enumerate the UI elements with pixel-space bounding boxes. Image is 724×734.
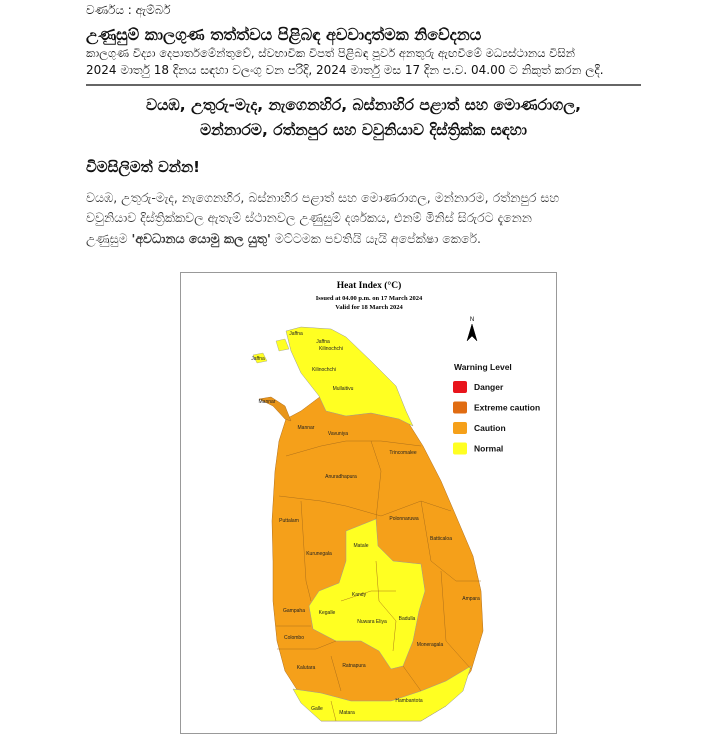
district-label: Kilinochchi <box>312 367 336 373</box>
mannar-island <box>258 396 292 422</box>
district-label: Ratnapura <box>342 663 366 669</box>
issuer-line: කාලගුණ විද්‍යා දෙපාර්තමේන්තුවේ, ස්වභාවික… <box>86 46 576 60</box>
district-labels: JaffnaJaffnaJaffnaKilinochchiKilinochchi… <box>251 331 480 716</box>
district-label: Batticaloa <box>430 536 452 542</box>
district-label: Mullaitivu <box>333 386 354 392</box>
body-line: වයඹ, උතුරු-මැද, නැගෙනහිර, බස්නාහිර පළාත්… <box>86 190 560 205</box>
islet <box>275 338 290 352</box>
district-label: Nuwara Eliya <box>357 619 387 625</box>
body-line: වවුනියාව දිස්ත්‍රික්කවල ඇතැම් ස්ථානවල උණ… <box>86 210 532 225</box>
islet <box>252 352 268 364</box>
region-heading-line2: මන්නාරම, රත්නපුර සහ වවුනියාව දිස්ත්‍රික්… <box>200 121 527 139</box>
heat-index-map: Heat Index (°C) Issued at 04.00 p.m. on … <box>180 272 557 734</box>
district-label: Hambantota <box>395 698 422 704</box>
district-label: Kilinochchi <box>319 346 343 352</box>
alert-heading: විමසිලිමත් වන්න! <box>86 158 200 176</box>
body-text: මට්ටමක පවතියි යැයි අපේක්ෂා කෙරේ. <box>270 231 481 246</box>
district-label: Kalutara <box>297 665 316 671</box>
map-issued: Issued at 04.00 p.m. on 17 March 2024 <box>316 295 423 302</box>
district-label: Jaffna <box>316 339 330 345</box>
district-label: Puttalam <box>279 518 299 524</box>
north-arrow-icon <box>466 323 478 342</box>
document-title: උණුසුම් කාලගුණ තත්ත්වය පිළිබඳ අවවාදාත්මක… <box>86 25 482 44</box>
legend-label: Extreme caution <box>474 403 540 413</box>
district-label: Kegalle <box>319 610 336 616</box>
header-divider <box>86 84 641 86</box>
district-label: Matale <box>353 543 368 549</box>
district-label: Jaffna <box>251 356 265 362</box>
color-code-label: වර්ණය : ඇම්බර් <box>86 3 171 17</box>
district-label: Trincomalee <box>389 450 417 456</box>
north-normal-area <box>285 326 414 427</box>
district-label: Jaffna <box>289 331 303 337</box>
body-text: උණුසුම <box>86 231 132 246</box>
body-line: උණුසුම 'අවධානය යොමු කල යුතු' මට්ටමක පවති… <box>86 231 641 247</box>
district-label: Moneragala <box>417 642 444 648</box>
legend-label: Normal <box>474 444 503 454</box>
district-label: Ampara <box>462 596 480 602</box>
north-label: N <box>470 317 474 323</box>
legend-swatch <box>453 381 467 393</box>
legend-label: Caution <box>474 423 506 433</box>
district-label: Mannar <box>298 425 315 431</box>
district-label: Badulla <box>399 616 416 622</box>
validity-line: 2024 මාර්තු 18 දිනය සඳහා වලංගු වන පරිදි,… <box>86 63 604 77</box>
district-label: Kurunegala <box>306 551 332 557</box>
district-label: Mannar <box>259 399 276 405</box>
district-label: Anuradhapura <box>325 474 357 480</box>
body-emphasis: 'අවධානය යොමු කල යුතු' <box>131 231 271 246</box>
legend-swatch <box>453 442 467 455</box>
map-svg: Heat Index (°C) Issued at 04.00 p.m. on … <box>251 280 540 722</box>
district-label: Gampaha <box>283 608 305 614</box>
legend-swatch <box>453 422 467 434</box>
district-label: Kandy <box>352 592 367 598</box>
district-label: Galle <box>311 706 323 712</box>
legend-swatch <box>453 401 467 414</box>
district-boundaries <box>276 440 481 722</box>
district-label: Polonnaruwa <box>389 516 418 522</box>
district-label: Matara <box>339 710 355 716</box>
district-label: Vavuniya <box>328 431 348 437</box>
map-title: Heat Index (°C) <box>337 280 402 291</box>
legend-label: Danger <box>474 382 504 392</box>
legend-title: Warning Level <box>454 362 512 372</box>
map-valid: Valid for 18 March 2024 <box>335 304 403 311</box>
central-normal-area <box>308 518 426 670</box>
legend: Danger Extreme caution Caution Normal <box>453 381 540 455</box>
region-heading-line1: වයඹ, උතුරු-මැද, නැගෙනහිර, බස්නාහිර පළාත්… <box>146 96 581 114</box>
district-label: Colombo <box>284 635 304 641</box>
